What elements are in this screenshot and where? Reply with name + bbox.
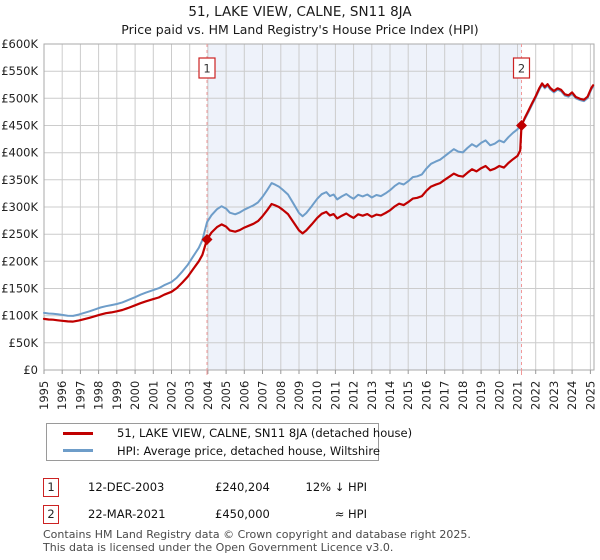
- y-axis-label: £100K: [1, 309, 38, 323]
- y-axis-label: £150K: [1, 282, 38, 296]
- y-axis-label: £500K: [1, 91, 38, 105]
- x-axis-label: 1995: [37, 381, 51, 410]
- y-axis-label: £200K: [1, 254, 38, 268]
- hpi-line-swatch: [63, 449, 93, 453]
- x-axis-label: 2022: [529, 381, 543, 410]
- x-axis-label: 2002: [165, 381, 179, 410]
- property-price-line: [42, 82, 595, 323]
- x-axis-label: 1998: [92, 381, 106, 410]
- license-line-2: This data is licensed under the Open Gov…: [43, 540, 394, 554]
- axis-ticks: [43, 370, 591, 374]
- license-line-1: Contains HM Land Registry data © Crown c…: [43, 528, 471, 541]
- x-axis-label: 1997: [73, 381, 87, 410]
- sale-1-date: 12-DEC-2003: [88, 480, 165, 494]
- y-axis-label: £250K: [1, 227, 38, 241]
- sale-1-badge: 1: [43, 478, 59, 497]
- y-axis-label: £550K: [1, 64, 38, 78]
- license-footer: Contains HM Land Registry data © Crown c…: [43, 528, 583, 554]
- x-axis-label: 2024: [565, 381, 579, 410]
- page-subtitle: Price paid vs. HM Land Registry's House …: [121, 22, 479, 37]
- sale-annotation-row: 1 12-DEC-2003 £240,204 12% ↓ HPI: [0, 478, 600, 498]
- y-axis-label: £350K: [1, 173, 38, 187]
- x-axis-label: 2019: [474, 381, 488, 410]
- sale-1-hpi-relation: 12% ↓ HPI: [305, 480, 367, 494]
- y-axis-label: £400K: [1, 146, 38, 160]
- x-axis-label: 2005: [219, 381, 233, 410]
- x-axis-label: 2016: [420, 381, 434, 410]
- y-axis-label: £450K: [1, 119, 38, 133]
- sale-1-marker-number: 1: [203, 62, 210, 76]
- x-axis-label: 2017: [438, 381, 452, 410]
- gridlines: [43, 43, 594, 371]
- x-axis-label: 2018: [456, 381, 470, 410]
- x-axis-label: 2014: [383, 381, 397, 410]
- sale-annotation-row: 2 22-MAR-2021 £450,000 ≈ HPI: [0, 505, 600, 525]
- sale-2-badge: 2: [43, 505, 59, 524]
- x-axis-label: 2008: [274, 381, 288, 410]
- sale-1-marker-box: [198, 57, 216, 79]
- legend-label-property: 51, LAKE VIEW, CALNE, SN11 8JA (detached…: [117, 426, 413, 441]
- x-axis-label: 1996: [55, 381, 69, 410]
- sale-1-price: £240,204: [215, 480, 270, 494]
- x-axis-label: 2023: [547, 381, 561, 410]
- x-axis-label: 2010: [310, 381, 324, 410]
- sale-1-diamond-marker: [201, 233, 213, 245]
- x-axis-label: 2009: [292, 381, 306, 410]
- x-axis-label: 2007: [256, 381, 270, 410]
- y-axis-label: £0: [23, 363, 38, 377]
- sale-2-date: 22-MAR-2021: [88, 507, 166, 521]
- legend-item-hpi: HPI: Average price, detached house, Wilt…: [47, 442, 380, 459]
- sale-2-diamond-marker: [516, 120, 528, 131]
- x-axis-label: 2011: [328, 381, 342, 410]
- property-line-swatch: [63, 431, 93, 435]
- x-axis-label: 1999: [110, 381, 124, 410]
- x-axis-label: 2013: [365, 381, 379, 410]
- price-chart: 1 2 £0 £50K £100K £150K £200K £250K £300K £350K £4…: [1, 37, 597, 410]
- x-axis-label: 2012: [347, 381, 361, 410]
- plot-border: [43, 43, 595, 371]
- legend-label-hpi: HPI: Average price, detached house, Wilt…: [117, 443, 380, 458]
- y-axis-label: £50K: [9, 336, 39, 350]
- sale-2-marker-box: [512, 57, 531, 79]
- sale-2-hpi-relation: ≈ HPI: [334, 507, 367, 521]
- x-axis-label: 2025: [583, 381, 597, 410]
- legend: 51, LAKE VIEW, CALNE, SN11 8JA (detached…: [46, 423, 412, 461]
- x-axis-label: 2004: [201, 381, 215, 410]
- x-axis-label: 2021: [511, 381, 525, 410]
- sale-2-price: £450,000: [215, 507, 270, 521]
- x-axis-label: 2003: [183, 381, 197, 410]
- x-axis-label: 2015: [401, 381, 415, 410]
- x-axis-label: 2000: [128, 381, 142, 410]
- y-axis-label: £300K: [1, 200, 38, 214]
- page-title: 51, LAKE VIEW, CALNE, SN11 8JA: [188, 4, 412, 20]
- x-axis-label: 2006: [237, 381, 251, 410]
- x-axis-label: 2020: [492, 381, 506, 410]
- legend-item-property: 51, LAKE VIEW, CALNE, SN11 8JA (detached…: [47, 425, 412, 442]
- sale-2-marker-number: 2: [518, 62, 525, 76]
- y-axis-label: £600K: [1, 37, 38, 51]
- x-axis-label: 2001: [146, 381, 160, 410]
